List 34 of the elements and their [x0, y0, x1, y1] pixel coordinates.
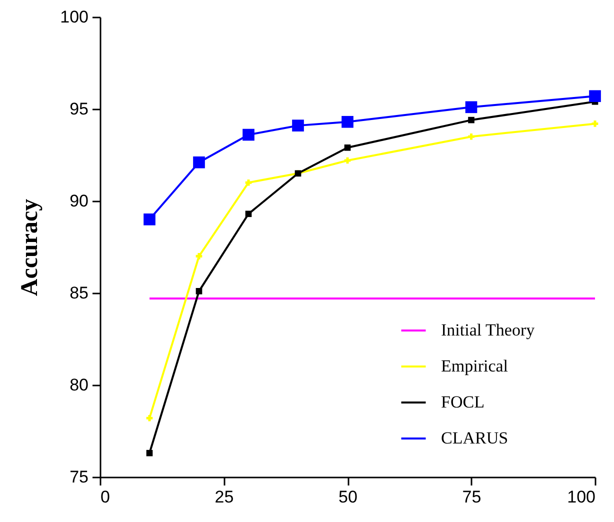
point	[589, 90, 601, 102]
point	[592, 120, 598, 127]
point	[245, 210, 252, 218]
legend-label: CLARUS	[441, 428, 508, 448]
legend-label: FOCL	[441, 392, 484, 412]
point	[468, 116, 474, 124]
x-tick-label: 75	[462, 488, 482, 506]
point	[193, 156, 205, 168]
legend-label: Initial Theory	[441, 320, 536, 340]
point	[344, 157, 351, 164]
point	[465, 101, 478, 114]
point	[196, 253, 202, 260]
y-tick-label: 95	[70, 100, 88, 118]
point	[245, 179, 252, 186]
legend-label: Empirical	[441, 356, 508, 376]
y-axis-title: Accuracy	[17, 198, 44, 296]
y-tick-label: 90	[70, 192, 88, 210]
point	[242, 128, 254, 141]
point	[342, 116, 354, 128]
x-tick-label: 50	[338, 488, 358, 506]
point	[468, 133, 474, 140]
y-tick-label: 75	[70, 468, 88, 486]
point	[146, 414, 153, 422]
x-tick-label: 100	[567, 488, 596, 506]
y-tick-label: 100	[60, 8, 88, 26]
y-tick-label: 85	[70, 284, 88, 302]
point	[196, 288, 202, 294]
point	[144, 213, 156, 226]
point	[344, 144, 351, 151]
x-tick-label: 25	[214, 488, 234, 506]
point	[292, 120, 304, 132]
y-tick-label: 80	[70, 376, 88, 394]
point	[146, 450, 153, 456]
x-tick-label: 0	[100, 488, 110, 506]
